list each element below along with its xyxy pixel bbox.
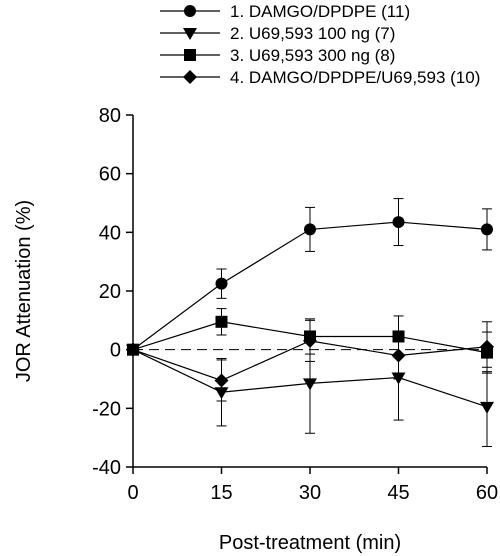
legend-label: 1. DAMGO/DPDPE (11): [230, 2, 410, 21]
data-point: [303, 378, 317, 391]
data-point: [480, 339, 494, 354]
y-tick-label: -20: [92, 398, 121, 420]
x-tick-label: 30: [299, 482, 321, 504]
data-point: [214, 373, 229, 388]
data-point: [391, 348, 406, 363]
legend: 1. DAMGO/DPDPE (11) 2. U69,593 100 ng (7)…: [160, 2, 480, 87]
x-tick-label: 45: [387, 482, 409, 504]
y-tick-label: 20: [99, 281, 121, 303]
legend-item-3: 3. U69,593 300 ng (8): [160, 46, 395, 65]
y-tick-label: 40: [99, 222, 121, 244]
x-tick-label: 60: [476, 482, 498, 504]
series-4: [126, 319, 494, 402]
legend-label: 3. U69,593 300 ng (8): [230, 46, 395, 65]
legend-marker: [183, 70, 197, 84]
data-point: [215, 315, 228, 328]
axes: -40 -20 0 20 40 60 80 0 15 30 45 60: [92, 105, 498, 504]
legend-label: 2. U69,593 100 ng (7): [230, 24, 395, 43]
x-tick-label: 15: [210, 482, 232, 504]
legend-item-4: 4. DAMGO/DPDPE/U69,593 (10): [160, 68, 480, 87]
data-point: [303, 333, 317, 348]
data-point: [304, 223, 316, 236]
x-tick-label: 0: [127, 482, 138, 504]
legend-marker: [184, 49, 196, 61]
x-axis-title: Post-treatment (min): [219, 532, 401, 554]
y-tick-label: -40: [92, 457, 121, 479]
y-tick-label: 0: [110, 340, 121, 362]
data-point: [481, 223, 493, 236]
data-point: [392, 216, 405, 229]
data-point: [480, 401, 494, 414]
legend-label: 4. DAMGO/DPDPE/U69,593 (10): [230, 68, 480, 87]
legend-marker: [183, 28, 197, 40]
data-point: [126, 342, 140, 357]
legend-item-2: 2. U69,593 100 ng (7): [160, 24, 395, 43]
y-tick-label: 80: [99, 105, 121, 127]
y-axis-title: JOR Attenuation (%): [13, 200, 35, 382]
legend-item-1: 1. DAMGO/DPDPE (11): [160, 2, 410, 21]
legend-marker: [184, 5, 196, 17]
data-point: [215, 277, 228, 290]
y-tick-label: 60: [99, 164, 121, 186]
series-group: [126, 198, 494, 447]
